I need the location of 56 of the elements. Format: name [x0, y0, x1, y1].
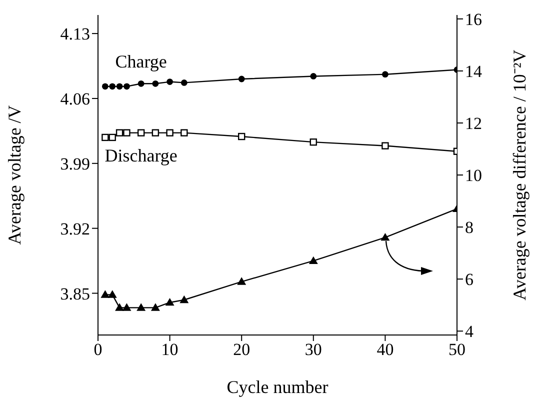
y2-tick-label: 16 — [465, 10, 482, 29]
point — [166, 78, 173, 85]
y2-tick-label: 6 — [465, 270, 474, 290]
point — [310, 73, 317, 80]
point — [102, 83, 108, 90]
point — [109, 83, 116, 90]
y-tick-label: 4.13 — [60, 24, 90, 44]
point — [152, 129, 160, 136]
point — [137, 129, 145, 136]
y2-axis-title: Average voltage difference / 10⁻²V — [509, 50, 530, 300]
point — [166, 129, 174, 136]
point — [116, 83, 123, 90]
point — [165, 298, 174, 306]
point — [150, 303, 160, 311]
point — [124, 83, 130, 90]
point — [136, 303, 146, 311]
x-axis-title: Cycle number — [226, 377, 328, 397]
point — [115, 303, 124, 311]
point — [308, 256, 318, 264]
point — [180, 80, 188, 86]
y2-tick-label: 12 — [465, 114, 482, 133]
x-tick-label: 50 — [448, 340, 466, 360]
point — [238, 76, 245, 82]
x-tick-label: 10 — [161, 340, 178, 360]
point — [238, 132, 246, 140]
y2-tick-label: 4 — [465, 322, 474, 342]
x-tick-label: 0 — [94, 340, 102, 360]
point — [380, 232, 390, 241]
x-tick-label: 20 — [233, 340, 250, 360]
point — [100, 290, 110, 298]
point — [180, 129, 188, 136]
point — [123, 129, 130, 136]
point — [116, 129, 124, 136]
point — [138, 80, 144, 87]
point — [108, 134, 116, 142]
point — [180, 295, 189, 304]
point — [310, 138, 317, 146]
series-label: Charge — [115, 52, 167, 72]
point — [122, 303, 132, 311]
x-tick-label: 30 — [304, 340, 322, 360]
x-tick-label: 40 — [376, 340, 394, 360]
point — [102, 134, 109, 142]
point — [382, 71, 388, 78]
y-tick-label: 3.99 — [60, 154, 90, 174]
y2-tick-label: 14 — [465, 62, 482, 81]
y-axis-title: Average voltage /V — [4, 105, 24, 245]
y-tick-label: 4.06 — [60, 90, 90, 109]
series-label: Discharge — [104, 146, 178, 166]
y2-tick-label: 10 — [465, 166, 482, 186]
point — [108, 290, 117, 298]
point — [237, 277, 246, 285]
point — [382, 142, 389, 150]
point — [152, 80, 159, 87]
y-tick-label: 3.85 — [60, 284, 90, 304]
y2-tick-label: 8 — [465, 218, 474, 238]
y-tick-label: 3.92 — [60, 219, 90, 238]
